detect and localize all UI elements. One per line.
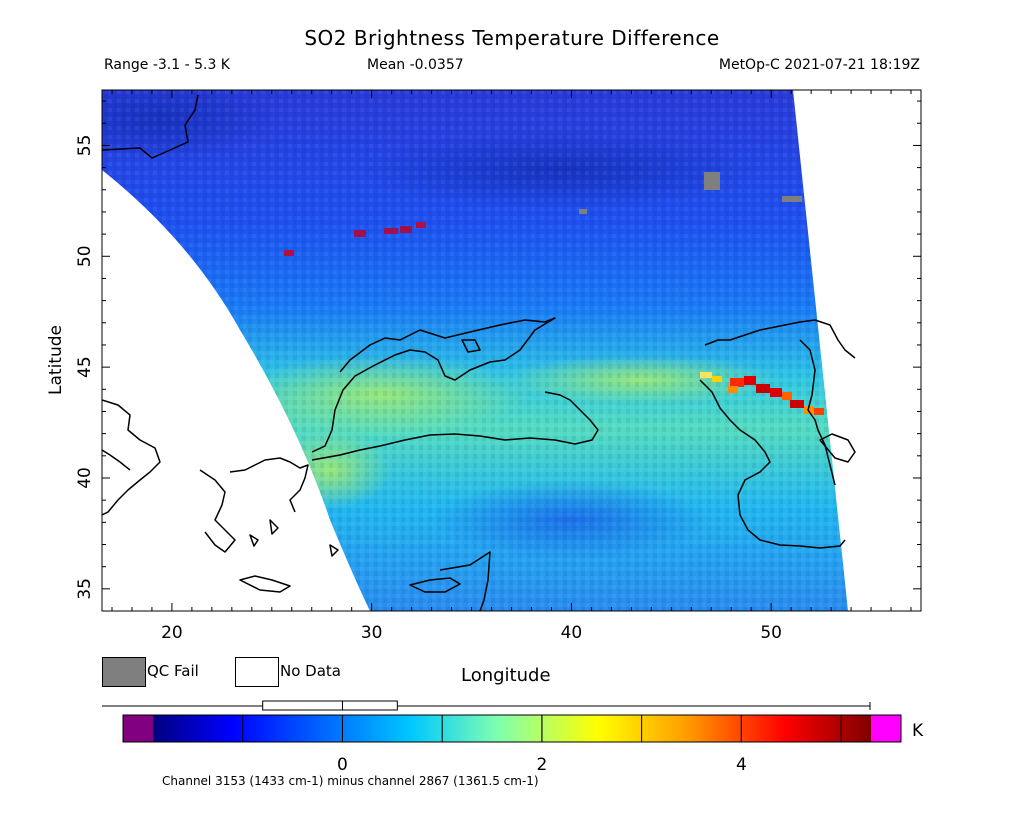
so2-pixel <box>756 384 770 393</box>
so2-pixel <box>770 388 782 397</box>
so2-pixel <box>416 222 426 228</box>
no-data-label: No Data <box>280 662 341 680</box>
x-tick-label: 50 <box>760 623 782 643</box>
y-axis-ticks: 35 40 45 50 55 <box>75 100 921 612</box>
so2-plume-pixels <box>284 222 824 415</box>
so2-pixel <box>384 228 398 234</box>
colorbar-unit: K <box>912 721 924 741</box>
swath-data <box>102 90 848 611</box>
y-tick-label: 50 <box>75 245 95 267</box>
x-tick-label: 20 <box>161 623 183 643</box>
y-tick-label: 45 <box>75 356 95 378</box>
qc-fail-pixel <box>704 172 720 190</box>
so2-pixel <box>782 392 792 400</box>
x-axis-ticks: 20 30 40 50 <box>111 90 912 643</box>
so2-pixel <box>712 376 722 382</box>
y-tick-label: 55 <box>75 135 95 157</box>
channel-footnote: Channel 3153 (1433 cm-1) minus channel 2… <box>162 774 539 788</box>
y-tick-label: 40 <box>75 467 95 489</box>
satellite-timestamp: MetOp-C 2021-07-21 18:19Z <box>718 57 920 73</box>
x-axis-label: Longitude <box>461 665 551 686</box>
x-tick-label: 30 <box>361 623 383 643</box>
mean-readout: Mean -0.0357 <box>367 57 464 73</box>
so2-pixel <box>400 226 412 233</box>
so2-pixel <box>284 250 294 256</box>
y-tick-label: 35 <box>75 578 95 600</box>
qc-fail-pixel <box>579 209 587 214</box>
range-readout: Range -3.1 - 5.3 K <box>104 57 230 73</box>
so2-pixel <box>804 406 814 414</box>
x-tick-label: 40 <box>561 623 583 643</box>
qc-fail-swatch <box>102 657 146 687</box>
so2-pixel <box>728 386 738 393</box>
so2-pixel <box>814 408 824 415</box>
no-data-swatch <box>235 657 279 687</box>
map-title: SO2 Brightness Temperature Difference <box>304 26 720 50</box>
qc-fail-pixel <box>782 196 802 202</box>
y-axis-label: Latitude <box>46 325 66 395</box>
so2-pixel <box>790 400 804 408</box>
so2-pixel <box>354 230 366 237</box>
so2-pixel <box>730 378 744 387</box>
qc-fail-label: QC Fail <box>147 662 199 680</box>
so2-pixel <box>700 372 712 378</box>
coastlines <box>102 94 856 611</box>
so2-pixel <box>744 376 756 385</box>
